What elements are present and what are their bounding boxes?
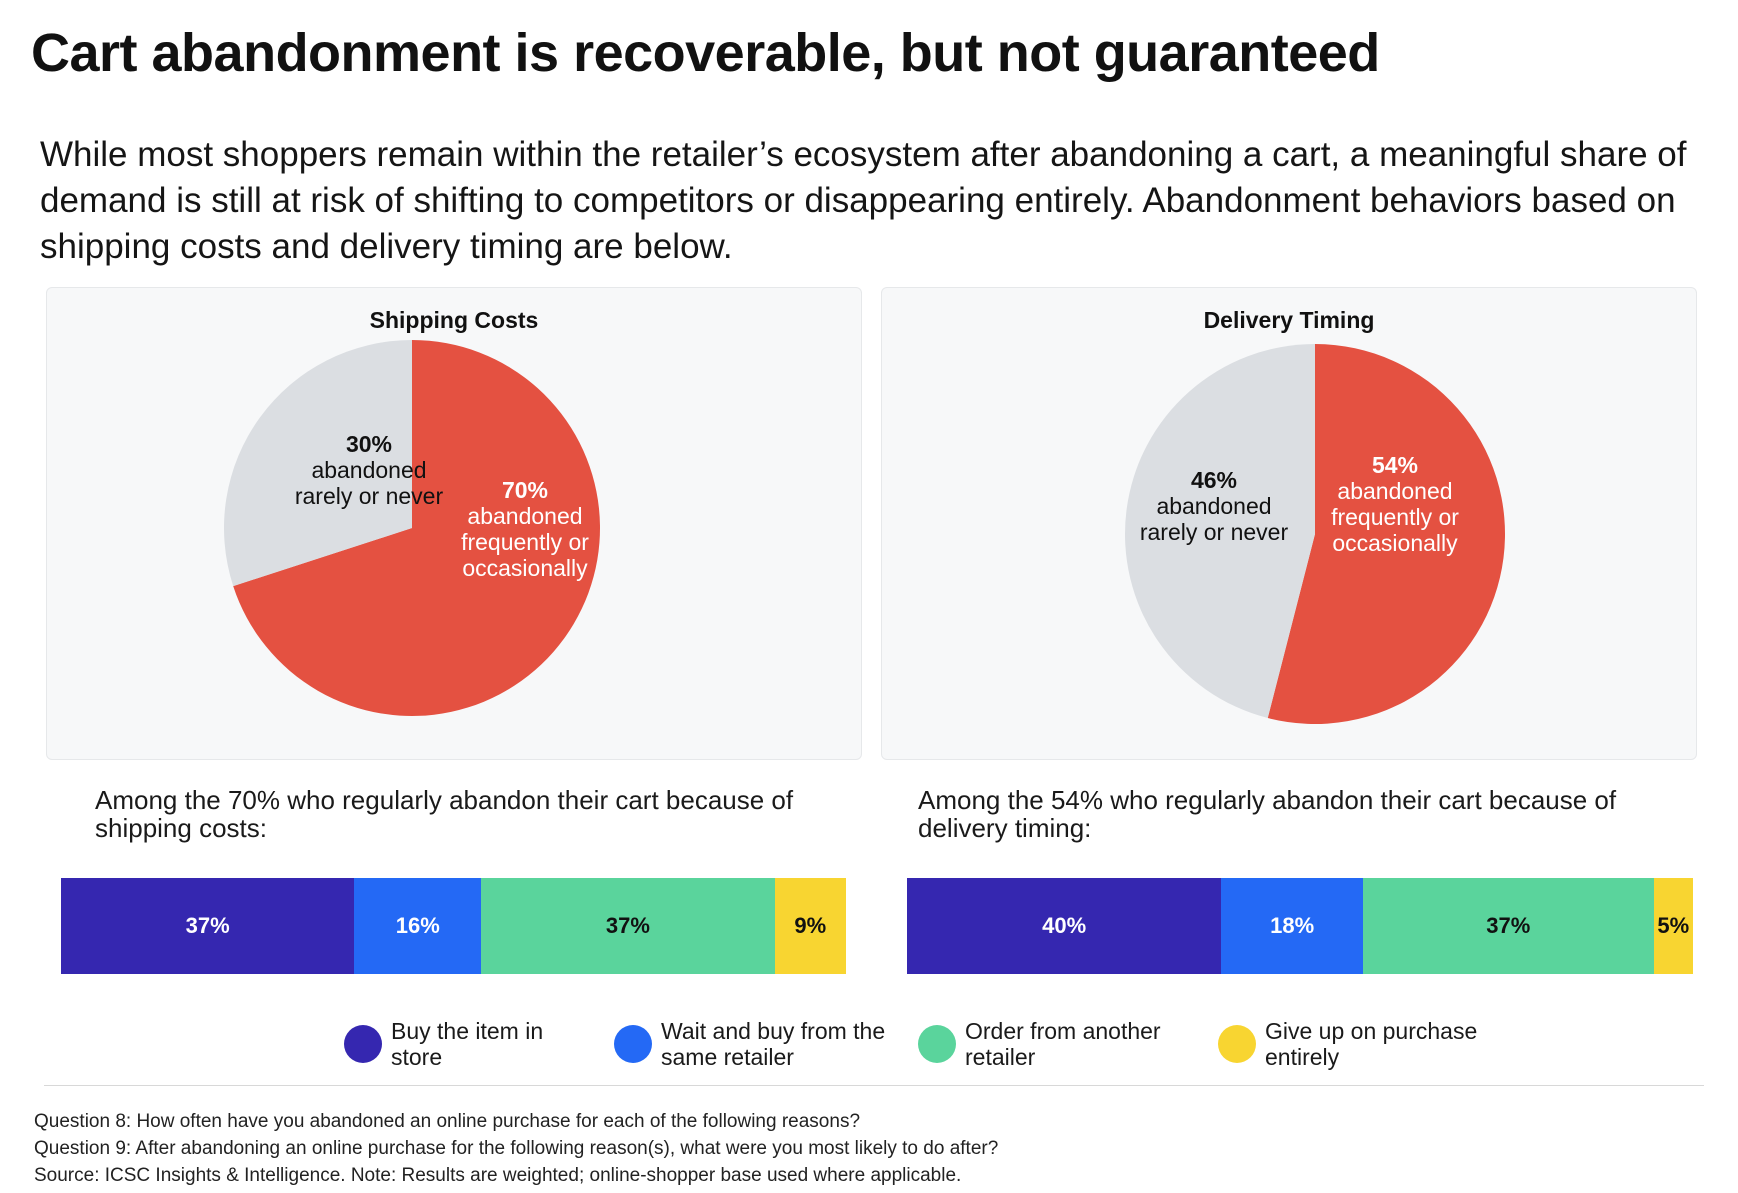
- bar-segment-give-up: 5%: [1653, 878, 1693, 974]
- shipping-rarely-label: 30% abandoned rarely or never: [294, 431, 444, 509]
- delivery-timing-title: Delivery Timing: [1203, 307, 1375, 333]
- legend: Buy the item in store Wait and buy from …: [0, 1018, 1738, 1074]
- shipping-costs-title: Shipping Costs: [369, 307, 539, 333]
- shipping-costs-panel: Shipping Costs 70% abandoned frequently …: [46, 287, 862, 760]
- footer-divider: [44, 1085, 1704, 1086]
- shipping-breakdown-caption: Among the 70% who regularly abandon thei…: [95, 785, 794, 843]
- delivery-stacked-bar: 40% 18% 37% 5%: [907, 878, 1693, 974]
- delivery-breakdown-caption: Among the 54% who regularly abandon thei…: [918, 785, 1617, 843]
- delivery-timing-panel: Delivery Timing 54% abandoned frequently…: [881, 287, 1697, 760]
- shipping-frequent-label: 70% abandoned frequently or occasionally: [461, 477, 589, 581]
- shipping-stacked-bar: 37% 16% 37% 9%: [61, 878, 846, 974]
- legend-dot-navy: [344, 1025, 382, 1063]
- legend-label: Order from another retailer: [965, 1018, 1161, 1070]
- pie-slice-rarely: [223, 340, 412, 587]
- bar-segment-store: 37%: [61, 878, 355, 974]
- legend-item-another-retailer: Order from another retailer: [918, 1018, 1161, 1070]
- bar-segment-wait: 16%: [354, 878, 482, 974]
- legend-label: Wait and buy from the same retailer: [661, 1018, 886, 1070]
- pie-slice-rarely: [1125, 344, 1315, 719]
- delivery-frequent-label: 54% abandoned frequently or occasionally: [1331, 452, 1459, 556]
- page-title: Cart abandonment is recoverable, but not…: [31, 23, 1380, 83]
- legend-label: Give up on purchase entirely: [1265, 1018, 1478, 1070]
- source-note: Source: ICSC Insights & Intelligence. No…: [34, 1165, 962, 1186]
- bar-segment-wait: 18%: [1221, 878, 1363, 974]
- question-8-note: Question 8: How often have you abandoned…: [34, 1111, 861, 1132]
- bar-segment-another-retailer: 37%: [481, 878, 775, 974]
- bar-segment-another-retailer: 37%: [1362, 878, 1654, 974]
- delivery-rarely-label: 46% abandoned rarely or never: [1139, 467, 1289, 545]
- legend-label: Buy the item in store: [391, 1018, 544, 1070]
- legend-item-wait: Wait and buy from the same retailer: [614, 1018, 885, 1070]
- legend-dot-green: [918, 1025, 956, 1063]
- bar-segment-store: 40%: [907, 878, 1222, 974]
- pie-slice-frequent: [1267, 344, 1505, 724]
- legend-item-store: Buy the item in store: [344, 1018, 543, 1070]
- legend-dot-blue: [614, 1025, 652, 1063]
- shipping-costs-pie: [223, 340, 601, 716]
- pie-slice-frequent: [233, 340, 601, 716]
- legend-item-give-up: Give up on purchase entirely: [1218, 1018, 1477, 1070]
- legend-dot-yellow: [1218, 1025, 1256, 1063]
- footer-notes: Question 8: How often have you abandoned…: [34, 1108, 998, 1189]
- delivery-timing-pie: [1125, 344, 1505, 724]
- question-9-note: Question 9: After abandoning an online p…: [34, 1138, 999, 1159]
- bar-segment-give-up: 9%: [774, 878, 846, 974]
- page-subtitle: While most shoppers remain within the re…: [40, 135, 1687, 266]
